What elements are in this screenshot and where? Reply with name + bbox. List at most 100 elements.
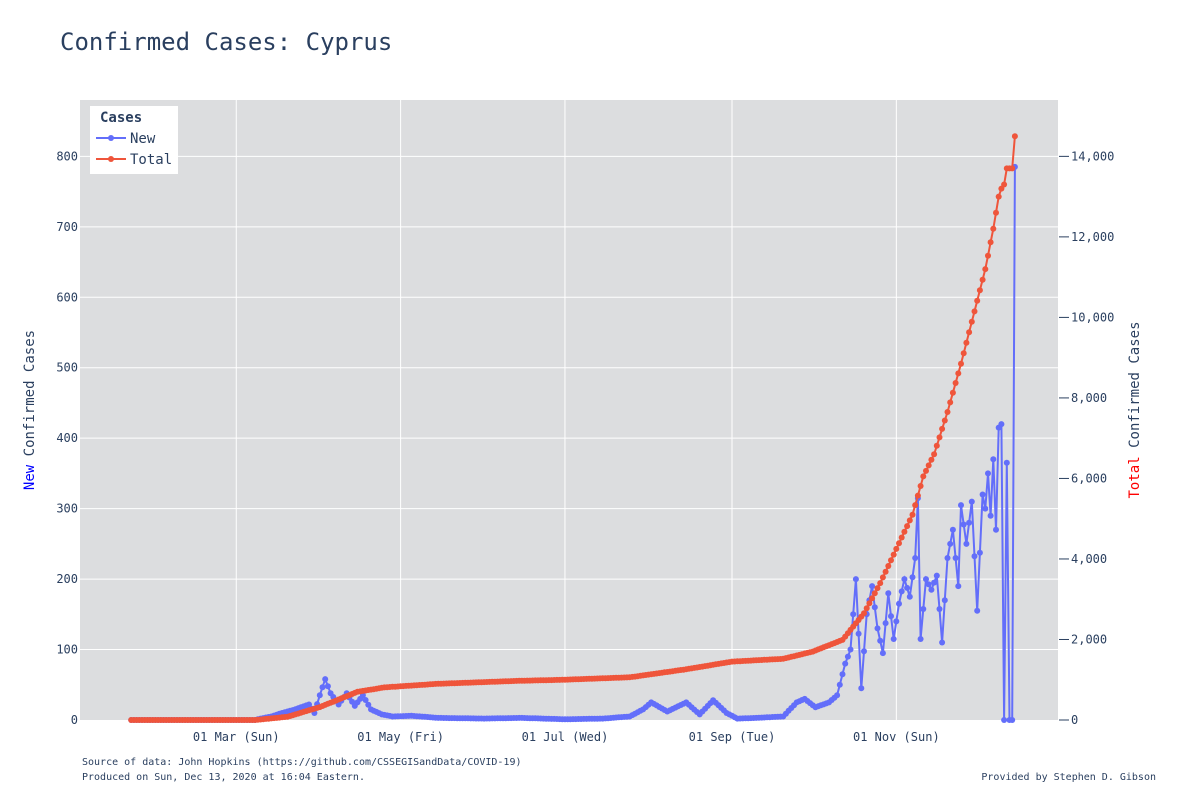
data-point-new <box>839 671 846 678</box>
data-point-new <box>979 491 986 498</box>
data-point-new <box>933 572 940 579</box>
data-point-new <box>322 676 329 683</box>
data-point-total <box>960 350 967 357</box>
left-tick-label: 300 <box>56 502 78 516</box>
data-point-total <box>896 540 902 547</box>
data-point-new <box>974 607 981 614</box>
data-point-new <box>941 597 948 604</box>
data-point-total <box>931 451 938 458</box>
left-tick-label: 0 <box>71 713 78 727</box>
data-point-total <box>995 193 1002 200</box>
footer-produced: Produced on Sun, Dec 13, 2020 at 16:04 E… <box>82 772 365 783</box>
data-point-total <box>976 287 983 294</box>
data-point-new <box>890 636 897 642</box>
data-point-new <box>971 553 978 560</box>
data-point-total <box>993 209 999 216</box>
x-tick-label: 01 May (Fri) <box>357 730 444 744</box>
data-point-new <box>960 521 967 528</box>
data-point-new <box>842 660 849 667</box>
data-point-total <box>949 389 956 396</box>
data-point-new <box>990 456 997 463</box>
data-point-new <box>958 502 964 509</box>
data-point-new <box>896 600 902 607</box>
x-tick-label: 01 Jul (Wed) <box>522 730 609 744</box>
data-point-total <box>1001 181 1008 188</box>
data-point-new <box>869 583 876 590</box>
data-point-total <box>869 595 876 602</box>
data-point-new <box>998 421 1005 428</box>
data-point-total <box>968 318 975 325</box>
data-point-new <box>1001 717 1008 723</box>
right-y-axis-title: Total Confirmed Cases <box>1127 321 1143 498</box>
legend-label-total: Total <box>130 152 172 168</box>
data-point-new <box>917 636 924 642</box>
data-point-total <box>982 266 989 273</box>
data-point-total <box>974 297 981 304</box>
data-point-new <box>909 574 916 581</box>
x-tick-label: 01 Mar (Sun) <box>193 730 280 744</box>
data-point-new <box>882 620 889 627</box>
x-axis: 01 Mar (Sun) 01 May (Fri) 01 Jul (Wed) 01 S… <box>193 730 940 744</box>
data-point-total <box>939 425 946 432</box>
data-point-total <box>871 590 878 597</box>
data-point-new <box>319 684 326 691</box>
data-point-total <box>979 276 986 283</box>
data-point-total <box>1009 165 1016 172</box>
legend-title: Cases <box>100 110 142 126</box>
x-tick-label: 01 Sep (Tue) <box>689 730 776 744</box>
data-point-new <box>836 681 843 688</box>
data-point-new <box>982 505 989 512</box>
data-point-new <box>861 648 867 655</box>
data-point-total <box>882 568 889 575</box>
data-point-total <box>925 462 932 469</box>
data-point-total <box>987 239 994 246</box>
data-point-new <box>1009 717 1016 723</box>
data-point-new <box>879 650 886 657</box>
right-tick-label: 2,000 <box>1071 632 1107 646</box>
data-point-new <box>904 584 911 591</box>
data-point-total <box>861 610 867 617</box>
data-point-new <box>893 618 900 625</box>
data-point-total <box>1011 133 1018 140</box>
data-point-new <box>987 512 994 519</box>
data-point-total <box>877 580 884 587</box>
legend-label-new: New <box>130 131 156 147</box>
data-point-new <box>885 590 892 597</box>
data-point-new <box>847 646 854 653</box>
data-point-new <box>968 498 975 505</box>
left-tick-label: 700 <box>56 220 78 234</box>
data-point-new <box>844 653 851 660</box>
data-point-new <box>855 630 862 637</box>
plot-area <box>80 100 1058 720</box>
data-point-total <box>928 456 935 463</box>
data-point-total <box>955 370 962 377</box>
right-tick-label: 0 <box>1071 713 1078 727</box>
data-point-total <box>952 380 959 386</box>
data-point-new <box>966 519 973 526</box>
right-tick-label: 14,000 <box>1071 149 1114 163</box>
data-point-total <box>898 534 905 541</box>
data-point-total <box>863 605 870 612</box>
data-point-total <box>985 252 991 259</box>
data-point-total <box>923 467 929 474</box>
left-tick-label: 400 <box>56 431 78 445</box>
data-point-total <box>888 557 894 564</box>
data-point-total <box>890 551 897 558</box>
data-point-new <box>324 683 331 690</box>
data-point-new <box>985 470 991 477</box>
data-point-total <box>966 329 973 336</box>
right-tick-label: 10,000 <box>1071 310 1114 324</box>
right-tick-label: 12,000 <box>1071 230 1114 244</box>
legend-item-total[interactable]: Total <box>96 152 172 168</box>
data-point-new <box>955 583 962 590</box>
legend: Cases New Total <box>90 106 178 174</box>
data-point-total <box>958 360 964 367</box>
data-point-new <box>850 611 857 618</box>
data-point-total <box>941 417 948 424</box>
legend-item-new[interactable]: New <box>96 131 156 147</box>
data-point-new <box>947 540 954 547</box>
data-point-new <box>993 526 999 533</box>
data-point-total <box>906 517 913 524</box>
data-point-new <box>923 576 929 583</box>
